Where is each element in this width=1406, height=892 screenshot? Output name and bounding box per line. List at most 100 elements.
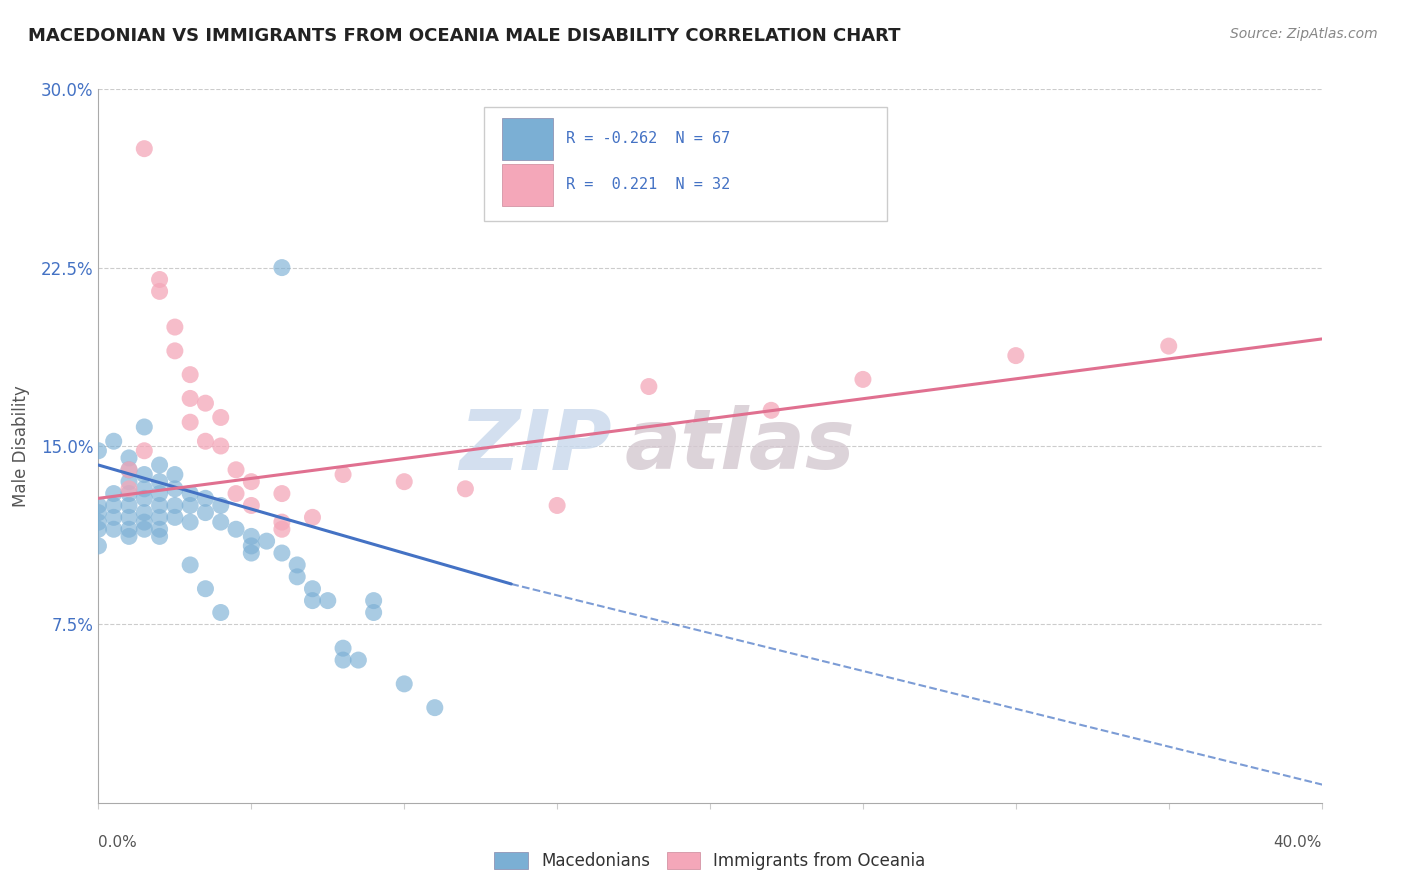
Point <box>163 510 186 524</box>
Point <box>301 510 323 524</box>
Point <box>454 482 477 496</box>
Point <box>332 641 354 656</box>
Point <box>194 396 217 410</box>
Text: 40.0%: 40.0% <box>1274 836 1322 850</box>
Point <box>225 463 247 477</box>
Point <box>852 372 875 386</box>
Point <box>134 142 156 156</box>
Point <box>87 443 110 458</box>
Point <box>347 653 370 667</box>
Point <box>118 463 141 477</box>
Point <box>240 475 263 489</box>
Point <box>87 506 110 520</box>
Point <box>118 450 141 465</box>
Point <box>270 515 292 529</box>
Point <box>179 558 201 572</box>
Point <box>103 499 125 513</box>
Point <box>134 506 156 520</box>
Point <box>118 499 141 513</box>
Point <box>285 570 308 584</box>
Point <box>209 515 232 529</box>
Point <box>163 343 186 358</box>
Point <box>392 475 416 489</box>
Point <box>194 506 217 520</box>
Point <box>225 486 247 500</box>
Point <box>163 320 186 334</box>
Text: 0.0%: 0.0% <box>98 836 138 850</box>
Point <box>87 499 110 513</box>
Point <box>87 522 110 536</box>
Point <box>87 515 110 529</box>
Point <box>118 529 141 543</box>
Point <box>134 515 156 529</box>
Point <box>179 515 201 529</box>
Point <box>149 475 172 489</box>
Point <box>194 434 217 449</box>
Point <box>209 606 232 620</box>
Point <box>270 486 292 500</box>
Point <box>103 434 125 449</box>
Point <box>270 260 292 275</box>
Point <box>225 522 247 536</box>
Point <box>363 593 385 607</box>
Point <box>240 529 263 543</box>
Point <box>118 475 141 489</box>
Point <box>149 499 172 513</box>
Point <box>194 491 217 506</box>
Point <box>240 546 263 560</box>
Point <box>179 499 201 513</box>
Point <box>149 522 172 536</box>
Point <box>118 463 141 477</box>
Point <box>270 546 292 560</box>
Point <box>209 439 232 453</box>
Point <box>163 482 186 496</box>
Point <box>1004 349 1026 363</box>
Point <box>759 403 782 417</box>
FancyBboxPatch shape <box>502 164 554 206</box>
Point <box>118 510 141 524</box>
Point <box>256 534 278 549</box>
Text: R = -0.262  N = 67: R = -0.262 N = 67 <box>565 131 730 146</box>
Text: R =  0.221  N = 32: R = 0.221 N = 32 <box>565 178 730 193</box>
Point <box>332 653 354 667</box>
Point <box>134 443 156 458</box>
Point <box>209 499 232 513</box>
Point <box>163 467 186 482</box>
Point <box>149 510 172 524</box>
Y-axis label: Male Disability: Male Disability <box>11 385 30 507</box>
Point <box>179 486 201 500</box>
Point <box>134 491 156 506</box>
Point <box>118 522 141 536</box>
Point <box>163 499 186 513</box>
Point <box>209 410 232 425</box>
Legend: Macedonians, Immigrants from Oceania: Macedonians, Immigrants from Oceania <box>488 845 932 877</box>
Point <box>103 510 125 524</box>
Point <box>103 522 125 536</box>
FancyBboxPatch shape <box>484 107 887 221</box>
Text: MACEDONIAN VS IMMIGRANTS FROM OCEANIA MALE DISABILITY CORRELATION CHART: MACEDONIAN VS IMMIGRANTS FROM OCEANIA MA… <box>28 27 901 45</box>
Point <box>240 499 263 513</box>
Point <box>149 285 172 299</box>
Point <box>301 582 323 596</box>
Point <box>270 522 292 536</box>
Text: atlas: atlas <box>624 406 855 486</box>
Point <box>363 606 385 620</box>
Point <box>316 593 339 607</box>
Point <box>134 522 156 536</box>
Point <box>134 420 156 434</box>
Point <box>87 539 110 553</box>
Point <box>149 458 172 472</box>
FancyBboxPatch shape <box>502 118 554 160</box>
Point <box>118 486 141 500</box>
Point <box>103 486 125 500</box>
Point <box>134 482 156 496</box>
Point <box>149 529 172 543</box>
Point <box>179 368 201 382</box>
Point <box>423 700 446 714</box>
Point <box>134 467 156 482</box>
Point <box>179 415 201 429</box>
Point <box>392 677 416 691</box>
Point <box>332 467 354 482</box>
Text: ZIP: ZIP <box>460 406 612 486</box>
Point <box>194 582 217 596</box>
